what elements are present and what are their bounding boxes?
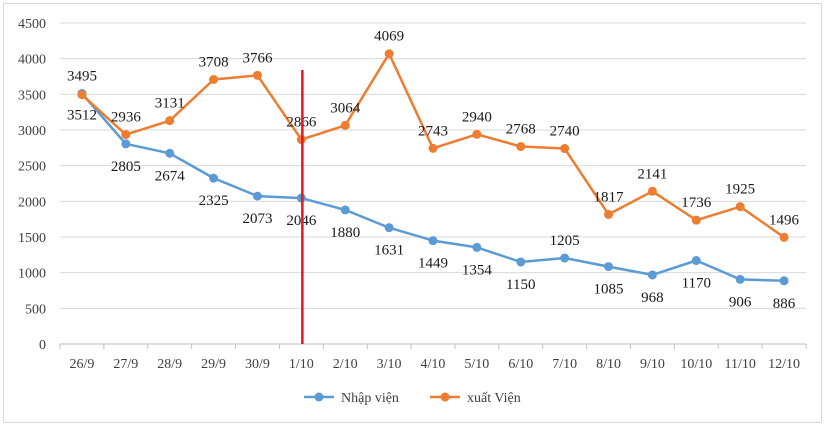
- y-tick-label-4000: 4000: [18, 53, 46, 68]
- y-tick-label-4500: 4500: [18, 17, 46, 32]
- data-label-nhap-vien-2/10: 1880: [330, 225, 360, 241]
- data-point-nhap-vien-4/10: [428, 236, 438, 246]
- x-tick-label-5/10: 5/10: [464, 357, 489, 372]
- x-tick-label-28/9: 28/9: [157, 357, 182, 372]
- data-label-xuat-vien-8/10: 1817: [594, 189, 625, 205]
- data-point-nhap-vien-9/10: [647, 270, 657, 280]
- x-tick-label-8/10: 8/10: [596, 357, 621, 372]
- data-label-xuat-vien-11/10: 1925: [725, 182, 755, 198]
- data-label-nhap-vien-8/10: 1085: [594, 282, 624, 298]
- data-point-xuat-vien-8/10: [604, 209, 614, 219]
- data-point-xuat-vien-28/9: [165, 116, 175, 126]
- data-label-nhap-vien-28/9: 2674: [155, 168, 186, 184]
- data-label-nhap-vien-3/10: 1631: [374, 243, 404, 259]
- x-tick-label-10/10: 10/10: [680, 357, 712, 372]
- data-label-xuat-vien-29/9: 3708: [199, 54, 229, 70]
- data-label-nhap-vien-27/9: 2805: [111, 159, 141, 175]
- y-tick-label-2000: 2000: [18, 195, 46, 210]
- x-tick-label-29/9: 29/9: [201, 357, 226, 372]
- data-point-xuat-vien-26/9: [77, 90, 87, 100]
- data-point-xuat-vien-7/10: [560, 144, 570, 154]
- data-point-xuat-vien-27/9: [121, 130, 131, 140]
- x-tick-label-30/9: 30/9: [245, 357, 270, 372]
- data-label-xuat-vien-26/9: 3495: [67, 69, 97, 85]
- x-tick-label-11/10: 11/10: [724, 357, 755, 372]
- legend-marker-nhap-vien: [314, 392, 324, 402]
- data-point-xuat-vien-30/9: [252, 70, 262, 80]
- y-tick-label-500: 500: [25, 302, 46, 317]
- y-tick-label-3500: 3500: [18, 88, 46, 103]
- x-tick-label-9/10: 9/10: [640, 357, 665, 372]
- data-label-nhap-vien-26/9: 3512: [67, 107, 97, 123]
- data-point-nhap-vien-11/10: [735, 274, 745, 284]
- data-point-nhap-vien-2/10: [340, 205, 350, 215]
- data-label-xuat-vien-4/10: 2743: [418, 123, 448, 139]
- y-tick-label-3000: 3000: [18, 124, 46, 139]
- x-tick-label-3/10: 3/10: [377, 357, 402, 372]
- data-point-xuat-vien-5/10: [472, 129, 482, 139]
- data-label-xuat-vien-10/10: 1736: [681, 195, 712, 211]
- x-tick-label-12/10: 12/10: [768, 357, 800, 372]
- data-point-nhap-vien-5/10: [472, 242, 482, 252]
- x-tick-label-1/10: 1/10: [289, 357, 314, 372]
- data-point-xuat-vien-4/10: [428, 143, 438, 153]
- x-tick-label-26/9: 26/9: [69, 357, 94, 372]
- data-label-nhap-vien-9/10: 968: [641, 290, 664, 306]
- data-label-xuat-vien-2/10: 3064: [330, 100, 361, 116]
- data-label-xuat-vien-3/10: 4069: [374, 29, 404, 45]
- data-point-xuat-vien-9/10: [647, 186, 657, 196]
- data-point-nhap-vien-10/10: [691, 256, 701, 266]
- data-label-nhap-vien-12/10: 886: [773, 296, 796, 312]
- data-label-xuat-vien-7/10: 2740: [550, 124, 580, 140]
- data-point-xuat-vien-6/10: [516, 142, 526, 152]
- data-point-nhap-vien-6/10: [516, 257, 526, 267]
- data-label-xuat-vien-12/10: 1496: [769, 212, 800, 228]
- data-label-xuat-vien-30/9: 3766: [242, 50, 273, 66]
- legend-label-xuat-vien: xuất Viện: [467, 391, 521, 406]
- data-point-xuat-vien-12/10: [779, 232, 789, 242]
- data-point-nhap-vien-29/9: [209, 173, 219, 183]
- data-label-nhap-vien-30/9: 2073: [242, 211, 272, 227]
- data-point-nhap-vien-8/10: [604, 262, 614, 272]
- data-label-xuat-vien-28/9: 3131: [155, 96, 185, 112]
- y-tick-label-2500: 2500: [18, 160, 46, 175]
- data-label-nhap-vien-4/10: 1449: [418, 256, 448, 272]
- data-point-nhap-vien-30/9: [252, 191, 262, 201]
- y-tick-label-1000: 1000: [18, 267, 46, 282]
- x-tick-label-2/10: 2/10: [333, 357, 358, 372]
- x-tick-label-27/9: 27/9: [113, 357, 138, 372]
- data-point-xuat-vien-2/10: [340, 120, 350, 130]
- data-label-xuat-vien-6/10: 2768: [506, 122, 536, 138]
- data-label-nhap-vien-5/10: 1354: [462, 262, 493, 278]
- data-point-xuat-vien-29/9: [209, 74, 219, 84]
- y-tick-label-0: 0: [39, 338, 46, 353]
- legend-label-nhap-vien: Nhập viện: [341, 391, 399, 406]
- data-label-xuat-vien-27/9: 2936: [111, 110, 142, 126]
- x-tick-label-6/10: 6/10: [508, 357, 533, 372]
- data-point-nhap-vien-3/10: [384, 223, 394, 233]
- data-label-nhap-vien-7/10: 1205: [550, 233, 580, 249]
- legend-marker-xuat-vien: [440, 392, 450, 402]
- data-point-xuat-vien-10/10: [691, 215, 701, 225]
- y-tick-label-1500: 1500: [18, 231, 46, 246]
- data-point-xuat-vien-3/10: [384, 49, 394, 59]
- data-point-xuat-vien-11/10: [735, 202, 745, 212]
- data-label-xuat-vien-9/10: 2141: [637, 166, 667, 182]
- data-label-nhap-vien-10/10: 1170: [682, 276, 711, 292]
- x-tick-label-4/10: 4/10: [421, 357, 446, 372]
- data-point-nhap-vien-12/10: [779, 276, 789, 286]
- data-label-nhap-vien-6/10: 1150: [506, 277, 535, 293]
- data-point-nhap-vien-28/9: [165, 148, 175, 158]
- data-point-nhap-vien-27/9: [121, 139, 131, 149]
- data-point-nhap-vien-7/10: [560, 253, 570, 263]
- x-tick-label-7/10: 7/10: [552, 357, 577, 372]
- data-label-nhap-vien-11/10: 906: [729, 294, 752, 310]
- data-label-xuat-vien-5/10: 2940: [462, 109, 492, 125]
- data-label-nhap-vien-29/9: 2325: [199, 193, 229, 209]
- series-line-nhap-vien: [80, 92, 785, 283]
